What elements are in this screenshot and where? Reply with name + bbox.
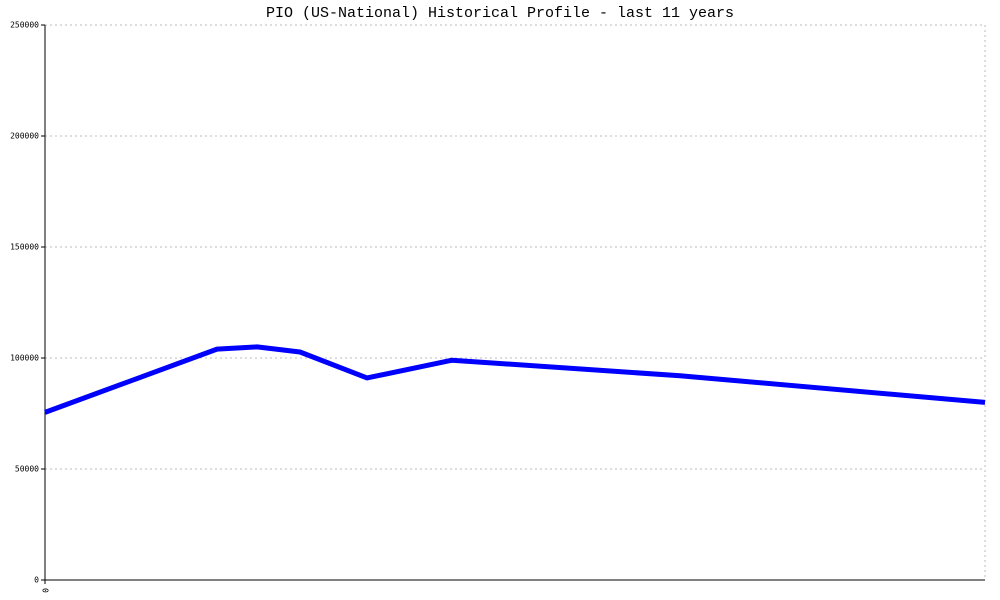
y-tick-label: 50000 [15,465,39,474]
y-tick-label: 100000 [10,354,39,363]
y-tick-label: 200000 [10,132,39,141]
data-line [44,344,986,415]
y-tick-label: 150000 [10,243,39,252]
x-tick-label: 0 [41,588,50,593]
y-tick-label: 250000 [10,21,39,30]
y-tick-label: 0 [34,576,39,585]
chart-title: PIO (US-National) Historical Profile - l… [266,5,734,22]
